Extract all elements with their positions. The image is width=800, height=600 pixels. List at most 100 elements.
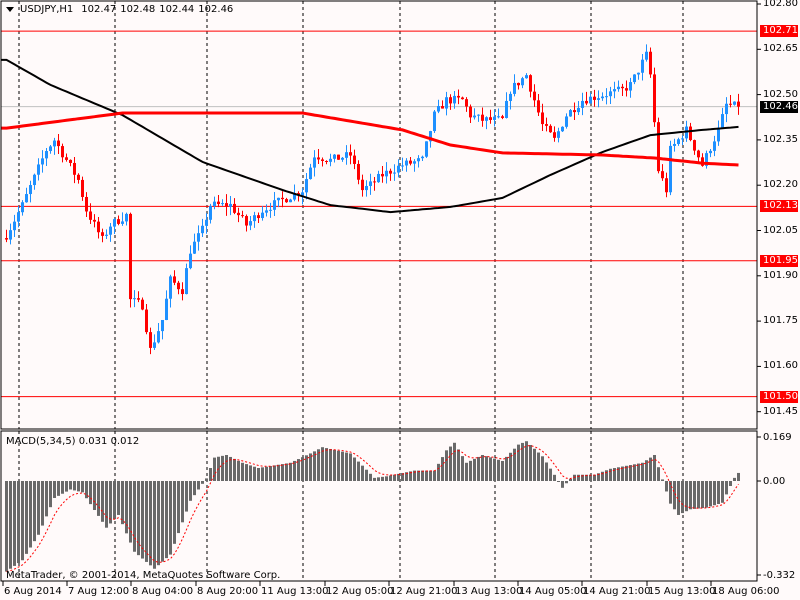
macd-bar: [729, 481, 732, 486]
macd-bar: [485, 456, 488, 481]
macd-bar: [529, 444, 532, 481]
candle-body: [109, 226, 112, 235]
candle-body: [513, 82, 516, 94]
macd-bar: [173, 481, 176, 544]
candle-body: [705, 153, 708, 166]
candle-body: [433, 111, 436, 132]
macd-bar: [209, 468, 212, 481]
candle: [521, 76, 524, 89]
macd-bar: [561, 481, 564, 488]
candle: [405, 158, 408, 172]
candle-body: [77, 174, 80, 180]
candle-body: [481, 114, 484, 121]
candle-body: [633, 74, 636, 83]
candle-body: [337, 154, 340, 160]
macd-bar: [569, 478, 572, 481]
candle-body: [101, 232, 104, 236]
candle-body: [273, 200, 276, 210]
macd-bar: [149, 481, 152, 566]
macd-bar: [305, 455, 308, 481]
moving-averages: [1, 58, 739, 214]
candle-body: [121, 221, 124, 224]
macd-bar: [417, 470, 420, 481]
price-axis-label: 101.75: [763, 315, 798, 327]
candle-body: [485, 117, 488, 121]
dropdown-triangle-icon[interactable]: [6, 7, 14, 12]
candle: [721, 107, 724, 129]
candle: [697, 149, 700, 164]
candle-body: [85, 196, 88, 212]
candle-body: [285, 199, 288, 203]
candle-body: [313, 157, 316, 168]
candle-body: [105, 234, 108, 236]
candle: [205, 213, 208, 234]
candle: [705, 150, 708, 169]
candle-body: [389, 170, 392, 174]
candle: [317, 149, 320, 165]
candle: [89, 203, 92, 225]
macd-bar: [45, 481, 48, 517]
macd-bar: [85, 481, 88, 499]
ma-fast-line: [1, 58, 739, 214]
candle-body: [193, 241, 196, 254]
candle-body: [93, 219, 96, 222]
candle-body: [185, 268, 188, 295]
macd-bar: [525, 441, 528, 481]
candle: [201, 218, 204, 237]
candle: [25, 187, 28, 203]
macd-bar: [265, 466, 268, 481]
macd-bar: [701, 481, 704, 509]
candle-body: [641, 59, 644, 73]
candle-body: [493, 116, 496, 120]
candle: [49, 145, 52, 154]
candle-body: [369, 181, 372, 186]
candle-body: [469, 106, 472, 118]
candle: [213, 196, 216, 210]
candle: [649, 47, 652, 78]
candle: [137, 291, 140, 303]
horizontal-levels: [1, 30, 757, 398]
candle-body: [133, 298, 136, 300]
candle-body: [69, 159, 72, 163]
candle: [45, 147, 48, 166]
macd-bar: [549, 468, 552, 481]
candle-body: [617, 86, 620, 90]
candle-body: [233, 203, 236, 213]
macd-bar: [29, 481, 32, 548]
macd-bar: [65, 481, 68, 492]
macd-bar: [357, 461, 360, 481]
candle: [93, 214, 96, 228]
macd-bar: [573, 474, 576, 481]
macd-bar: [41, 481, 44, 526]
candle: [469, 104, 472, 124]
candle-body: [465, 99, 468, 107]
candle: [229, 196, 232, 216]
candle: [509, 91, 512, 110]
macd-bar: [213, 457, 216, 481]
macd-bar: [661, 479, 664, 481]
time-axis-label: 14 Aug 05:00: [519, 586, 587, 597]
macd-bar: [493, 458, 496, 481]
candle-body: [237, 212, 240, 216]
candle-body: [385, 170, 388, 177]
macd-bar: [693, 481, 696, 509]
candle-body: [333, 154, 336, 159]
macd-bar: [613, 468, 616, 481]
candle: [357, 160, 360, 185]
candle: [633, 74, 636, 85]
candle: [273, 191, 276, 216]
candle: [417, 155, 420, 168]
candle: [609, 86, 612, 105]
macd-bar: [249, 465, 252, 481]
candle: [233, 198, 236, 215]
candle: [169, 274, 172, 308]
candle: [529, 74, 532, 98]
candle: [221, 199, 224, 206]
macd-bar: [725, 481, 728, 495]
candle: [401, 157, 404, 171]
candle-body: [541, 112, 544, 125]
macd-label: MACD(5,34,5) 0.031 0.012: [6, 436, 140, 447]
macd-bar: [313, 451, 316, 481]
candle-body: [149, 332, 152, 348]
